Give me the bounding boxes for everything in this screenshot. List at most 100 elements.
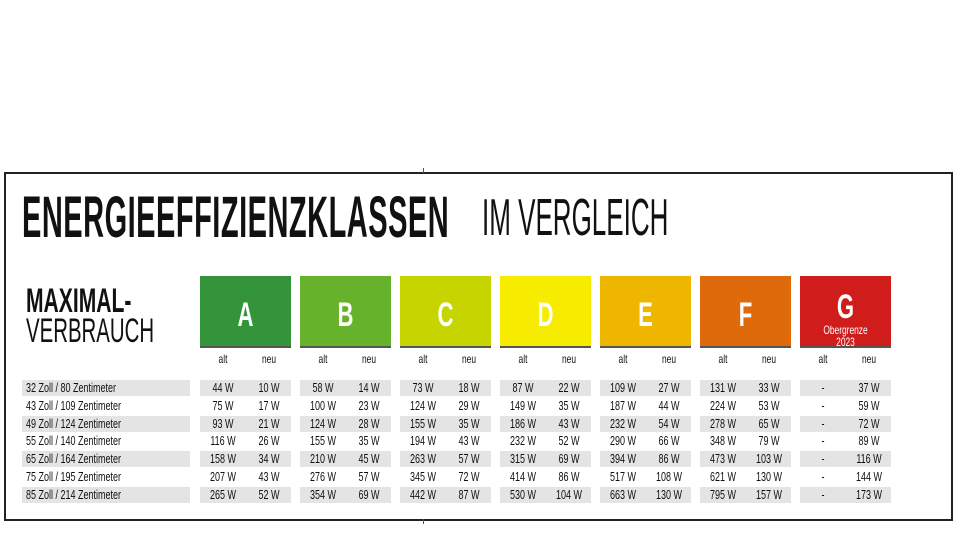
value-neu: 144 W [855, 470, 883, 484]
value-alt: 621 W [709, 470, 737, 484]
value-neu: 52 W [258, 487, 280, 502]
sub-label-alt: alt [618, 352, 628, 366]
class-letter: D [537, 296, 554, 334]
class-box-f: F [700, 276, 791, 348]
title-bold: ENERGIEEFFIZIENZKLASSEN [22, 185, 450, 250]
class-box-b: B [300, 276, 391, 348]
value-alt: 354 W [309, 487, 337, 502]
value-neu: 65 W [758, 416, 780, 431]
value-alt: 290 W [609, 434, 637, 449]
value-alt: 276 W [309, 470, 337, 484]
value-alt: 232 W [609, 416, 637, 431]
value-neu: 18 W [458, 381, 480, 395]
sub-label-alt: alt [818, 352, 828, 366]
table-cell-band [300, 415, 391, 432]
row-label: 55 Zoll / 140 Zentimeter [26, 434, 122, 449]
table-cell-band [400, 415, 491, 432]
table-cell-band [600, 380, 691, 396]
value-neu: 28 W [358, 416, 380, 431]
value-neu: 72 W [458, 470, 480, 484]
infographic-frame [4, 172, 953, 521]
value-alt: 517 W [609, 470, 637, 484]
table-cell-band [700, 486, 791, 503]
value-alt: 58 W [312, 381, 334, 395]
table-cell-band [500, 486, 591, 503]
value-neu: 79 W [758, 434, 780, 449]
table-cell-band [400, 380, 491, 396]
value-neu: 23 W [358, 398, 380, 413]
value-neu: 17 W [258, 398, 280, 413]
table-cell-band [500, 451, 591, 468]
class-box-a: A [200, 276, 291, 348]
value-alt: 663 W [609, 487, 637, 502]
value-alt: 155 W [409, 416, 437, 431]
table-cell-band [800, 486, 891, 503]
value-alt: 473 W [709, 452, 737, 467]
value-neu: 104 W [555, 487, 583, 502]
sub-label-alt: alt [318, 352, 328, 366]
value-alt: 414 W [509, 470, 537, 484]
table-cell-band [600, 415, 691, 432]
value-neu: 57 W [458, 452, 480, 467]
table-row [22, 380, 190, 396]
value-alt: 210 W [309, 452, 337, 467]
value-neu: 35 W [558, 398, 580, 413]
table-cell-band [800, 451, 891, 468]
value-neu: 69 W [558, 452, 580, 467]
value-alt: 149 W [509, 398, 537, 413]
value-alt: 187 W [609, 398, 637, 413]
table-row [22, 451, 190, 468]
value-alt: 158 W [209, 452, 237, 467]
value-alt: 44 W [212, 381, 234, 395]
row-label: 75 Zoll / 195 Zentimeter [26, 470, 122, 484]
row-header-line2: VERBRAUCH [26, 312, 155, 350]
table-cell-band [500, 380, 591, 396]
value-alt: 73 W [412, 381, 434, 395]
value-alt: - [821, 487, 825, 502]
table-cell-band [600, 451, 691, 468]
table-cell-band [800, 415, 891, 432]
value-neu: 72 W [858, 416, 880, 431]
value-neu: 44 W [658, 398, 680, 413]
row-header-line1: MAXIMAL- [26, 282, 132, 320]
title-light: IM VERGLEICH [482, 189, 669, 247]
class-box-g: G Obergrenze 2023 [800, 276, 891, 348]
value-neu: 69 W [358, 487, 380, 502]
sub-label-neu: neu [661, 352, 677, 366]
row-label: 65 Zoll / 164 Zentimeter [26, 452, 122, 467]
value-alt: 194 W [409, 434, 437, 449]
class-box-e: E [600, 276, 691, 348]
page-title: ENERGIEEFFIZIENZKLASSEN IM VERGLEICH [22, 188, 876, 248]
table-cell-band [400, 486, 491, 503]
value-alt: 442 W [409, 487, 437, 502]
sub-label-alt: alt [418, 352, 428, 366]
value-neu: 108 W [655, 470, 683, 484]
sub-label-neu: neu [761, 352, 777, 366]
sub-label-alt: alt [218, 352, 228, 366]
sub-label-neu: neu [861, 352, 877, 366]
table-cell-band [700, 415, 791, 432]
row-label: 85 Zoll / 214 Zentimeter [26, 487, 122, 502]
value-neu: 43 W [258, 470, 280, 484]
class-letter: A [237, 296, 254, 334]
value-neu: 89 W [858, 434, 880, 449]
table-cell-band [200, 486, 291, 503]
value-alt: 795 W [709, 487, 737, 502]
value-alt: 315 W [509, 452, 537, 467]
value-alt: - [821, 416, 825, 431]
sub-label-neu: neu [361, 352, 377, 366]
value-neu: 29 W [458, 398, 480, 413]
value-alt: 278 W [709, 416, 737, 431]
value-neu: 52 W [558, 434, 580, 449]
value-neu: 130 W [755, 470, 783, 484]
value-neu: 21 W [258, 416, 280, 431]
value-neu: 14 W [358, 381, 380, 395]
value-alt: 263 W [409, 452, 437, 467]
value-alt: - [821, 434, 825, 449]
class-letter: B [337, 296, 354, 334]
value-neu: 43 W [558, 416, 580, 431]
value-alt: 93 W [212, 416, 234, 431]
value-alt: 348 W [709, 434, 737, 449]
value-neu: 57 W [358, 470, 380, 484]
table-cell-band [300, 380, 391, 396]
